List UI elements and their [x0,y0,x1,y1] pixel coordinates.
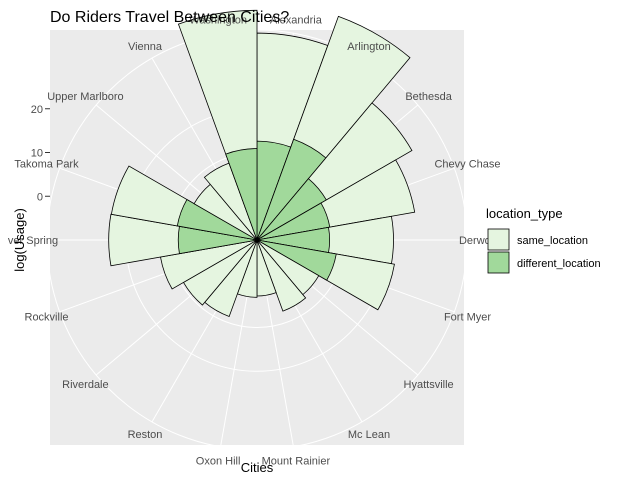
category-label: Mc Lean [348,429,390,441]
bar-different-location-takoma-park [176,198,258,241]
category-label: Takoma Park [14,158,79,170]
x-axis-title: Cities [241,460,274,475]
legend-label-different-location: different_location [517,258,601,270]
category-label: Hyattsville [404,379,454,391]
category-label: Mount Rainier [262,456,331,468]
bars-layer [108,9,416,317]
radial-tick-label: 0 [37,191,43,203]
category-label: Reston [128,429,163,441]
category-label: Washington [189,14,247,26]
legend: location_type same_location different_lo… [486,206,601,274]
category-label: Upper Marlboro [47,91,123,103]
y-axis-title: log(Usage) [12,208,27,272]
legend-key-different-location [487,251,510,274]
category-label: Alexandria [270,14,323,26]
category-label: Vienna [128,41,163,53]
legend-key-same-location [487,228,510,251]
radial-tick-label: 20 [31,104,43,116]
category-label: Fort Myer [444,312,491,324]
legend-label-same-location: same_location [517,235,588,247]
category-label: Arlington [347,41,390,53]
category-label: Riverdale [62,379,108,391]
radial-tick-labels: 0 10 20 [31,104,50,203]
radial-tick-label: 10 [31,148,43,160]
category-label: Oxon Hill [196,456,241,468]
bar-different-location-fort-myer [256,239,337,281]
category-label: Chevy Chase [434,158,500,170]
category-label: Rockville [25,312,69,324]
category-label: ver Spring [8,235,58,247]
bar-different-location-washington [225,148,258,241]
legend-title: location_type [486,206,563,221]
chart-title: Do Riders Travel Between Cities? [50,9,289,26]
category-label: Bethesda [405,91,452,103]
bar-same-location-mc-lean [256,239,307,312]
